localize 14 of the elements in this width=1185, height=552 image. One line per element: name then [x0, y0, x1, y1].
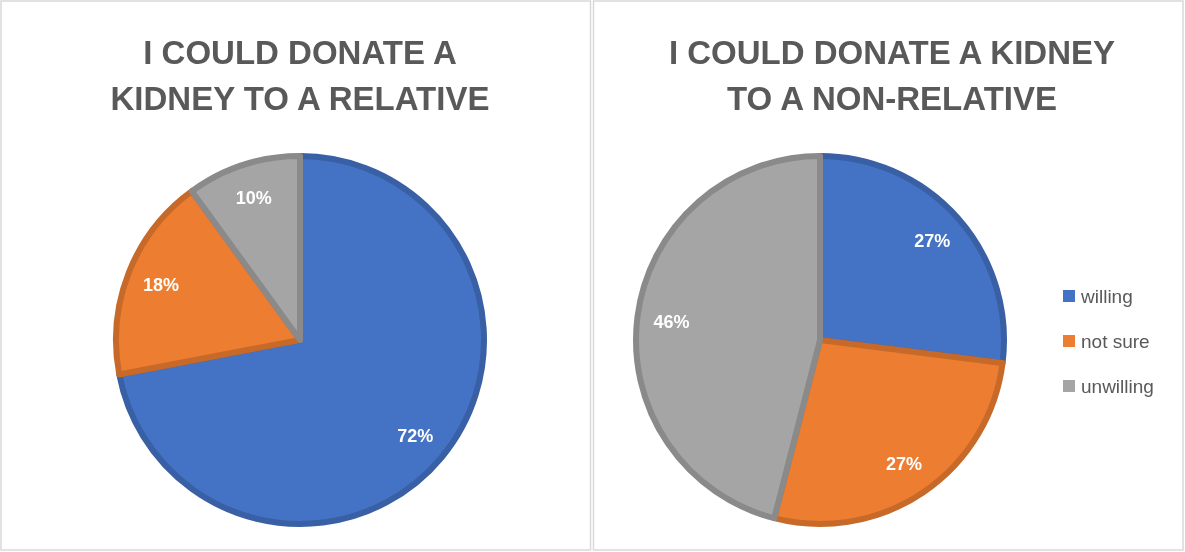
chart-title: I COULD DONATE A KIDNEY TO A NON-RELATIVE	[668, 34, 1116, 117]
legend-label: not sure	[1081, 330, 1150, 352]
legend-label: willing	[1080, 285, 1133, 307]
pie-slice	[116, 153, 487, 527]
data-label: 18%	[142, 275, 179, 296]
pie-slice	[633, 153, 823, 522]
data-label: 27%	[914, 231, 951, 252]
data-label: 10%	[235, 188, 272, 209]
legend-label: unwilling	[1081, 375, 1154, 397]
data-label: 46%	[653, 311, 690, 332]
data-label: 27%	[886, 454, 923, 475]
data-label: 72%	[397, 425, 434, 446]
chart-title: I COULD DONATE A KIDNEY TO A RELATIVE	[110, 34, 490, 117]
pie-slice	[188, 153, 303, 343]
